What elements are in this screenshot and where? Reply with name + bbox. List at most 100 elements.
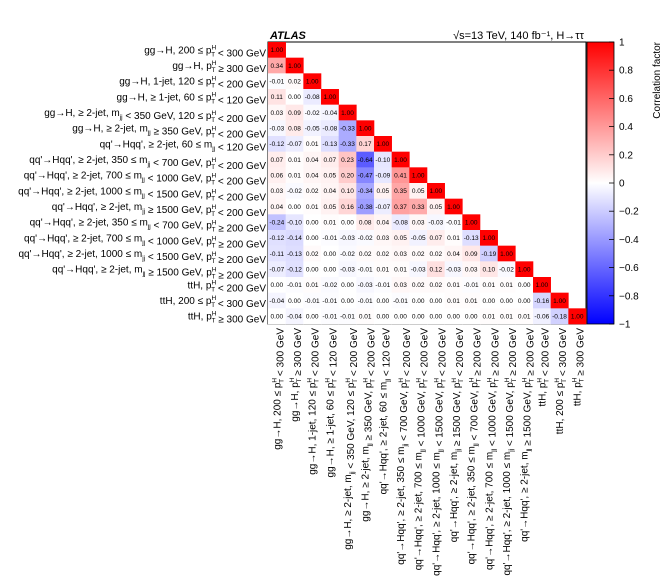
matrix-cell: [338, 214, 357, 231]
matrix-cell: [356, 308, 375, 325]
matrix-cell: [285, 198, 304, 215]
cell-value-label: 1.00: [500, 251, 513, 258]
cell-value-label: 1.00: [483, 235, 496, 242]
matrix-cell: [338, 261, 357, 278]
cell-value-label: 1.00: [571, 313, 584, 320]
colorbar-tick-label: 0.6: [619, 94, 633, 105]
matrix-cell: [268, 89, 286, 105]
cell-value-label: -0.05: [411, 235, 426, 242]
matrix-cell: [285, 73, 304, 90]
matrix-cell: [550, 308, 569, 325]
matrix-cell: [409, 214, 428, 231]
cell-value-label: -0.16: [534, 298, 549, 305]
cell-value-label: -0.04: [269, 298, 284, 305]
atlas-label: ATLAS: [269, 30, 307, 42]
matrix-cell: [427, 292, 445, 309]
cell-value-label: -0.02: [340, 251, 355, 258]
cell-value-label: 0.03: [271, 188, 284, 195]
colorbar-tick-label: 0: [619, 179, 625, 190]
matrix-cell: [480, 292, 498, 309]
matrix-cell: [303, 230, 322, 246]
matrix-cell: [303, 151, 322, 168]
matrix-cell: [285, 89, 304, 105]
cell-value-label: -0.02: [322, 282, 337, 289]
x-tick-label: qq'→Hqq', ≥ 2-jet, mjj ≥ 1500 GeV, pHT <…: [449, 328, 466, 543]
cell-value-label: 0.02: [377, 251, 390, 258]
cell-value-label: -0.06: [534, 313, 549, 320]
matrix-cell: [356, 230, 375, 246]
cell-value-label: -0.07: [375, 204, 390, 211]
matrix-cell: [321, 308, 339, 325]
cell-value-label: 0.33: [412, 204, 425, 211]
colorbar-tick-label: −0.2: [619, 207, 639, 218]
cell-value-label: 0.04: [271, 204, 284, 211]
cell-value-label: -0.64: [358, 157, 373, 164]
cell-value-label: -0.09: [375, 172, 390, 179]
matrix-cell: [303, 198, 322, 215]
cell-value-label: 0.00: [306, 313, 319, 320]
cell-value-label: 0.03: [394, 251, 407, 258]
y-tick-label: qq'→Hqq', ≥ 2-jet, 700 ≤ mjj < 1000 GeV,…: [24, 233, 266, 250]
cell-value-label: -0.03: [269, 125, 284, 132]
matrix-cell: [356, 198, 375, 215]
cell-value-label: 0.00: [288, 94, 301, 101]
matrix-cell: [515, 277, 534, 293]
cell-value-label: 0.00: [341, 282, 354, 289]
cell-value-label: 0.00: [500, 298, 513, 305]
matrix-cell: [391, 277, 410, 293]
cell-value-label: 0.01: [483, 282, 496, 289]
colorbar-tick-label: −0.6: [619, 263, 639, 274]
cell-value-label: 0.00: [306, 235, 319, 242]
matrix-cell: [338, 136, 357, 152]
matrix-cell: [391, 183, 410, 199]
matrix-cell: [285, 292, 304, 309]
matrix-cell: [338, 104, 357, 121]
cell-value-label: -0.18: [552, 313, 567, 320]
matrix-cell: [285, 214, 304, 231]
cell-value-label: 0.06: [271, 172, 284, 179]
cell-value-label: 0.41: [394, 172, 407, 179]
matrix-cell: [338, 120, 357, 137]
matrix-cell: [285, 120, 304, 137]
cell-value-label: -0.34: [358, 188, 373, 195]
matrix-cell: [356, 120, 375, 137]
cell-value-label: 0.07: [430, 235, 443, 242]
matrix-cell: [338, 277, 357, 293]
cell-value-label: 0.12: [430, 266, 443, 273]
matrix-cell: [268, 198, 286, 215]
cell-value-label: 1.00: [324, 94, 337, 101]
matrix-cell: [391, 214, 410, 231]
matrix-cell: [391, 151, 410, 168]
matrix-cell: [533, 277, 551, 293]
cell-value-label: -0.03: [411, 266, 426, 273]
cell-value-label: -0.02: [358, 235, 373, 242]
matrix-cell: [321, 120, 339, 137]
cell-value-label: 0.01: [324, 219, 337, 226]
cell-value-label: 1.00: [271, 47, 284, 54]
cell-value-label: -0.10: [287, 219, 302, 226]
y-tick-label: gg→H, ≥ 2-jet, mjj ≥ 350 GeV, pH T < 200 …: [72, 124, 266, 141]
matrix-cell: [321, 136, 339, 152]
cell-value-label: 0.00: [341, 298, 354, 305]
matrix-cell: [303, 73, 322, 90]
matrix-cell: [533, 308, 551, 325]
matrix-cell: [374, 167, 392, 184]
matrix-cell: [409, 261, 428, 278]
x-tick-label: qq'→Hqq', ≥ 2-jet, 700 ≤ mjj < 1000 GeV,…: [484, 328, 501, 570]
x-tick-label: qq'→Hqq', ≥ 2-jet, 60 ≤ mjj < 120 GeV: [378, 328, 392, 495]
matrix-cell: [515, 308, 534, 325]
matrix-cell: [285, 151, 304, 168]
matrix-cell: [462, 214, 481, 231]
matrix-cell: [268, 230, 286, 246]
cell-value-label: 0.00: [271, 313, 284, 320]
cell-value-label: 0.00: [430, 298, 443, 305]
colorbar-label: Correlation factor: [652, 41, 663, 118]
matrix-cell: [321, 167, 339, 184]
cell-value-label: 0.01: [306, 204, 319, 211]
cell-value-label: 0.01: [500, 313, 513, 320]
cell-value-label: 0.00: [341, 219, 354, 226]
cell-value-label: -0.03: [446, 266, 461, 273]
cell-value-label: 0.10: [483, 266, 496, 273]
cell-value-label: 0.01: [518, 313, 531, 320]
matrix-cell: [303, 136, 322, 152]
